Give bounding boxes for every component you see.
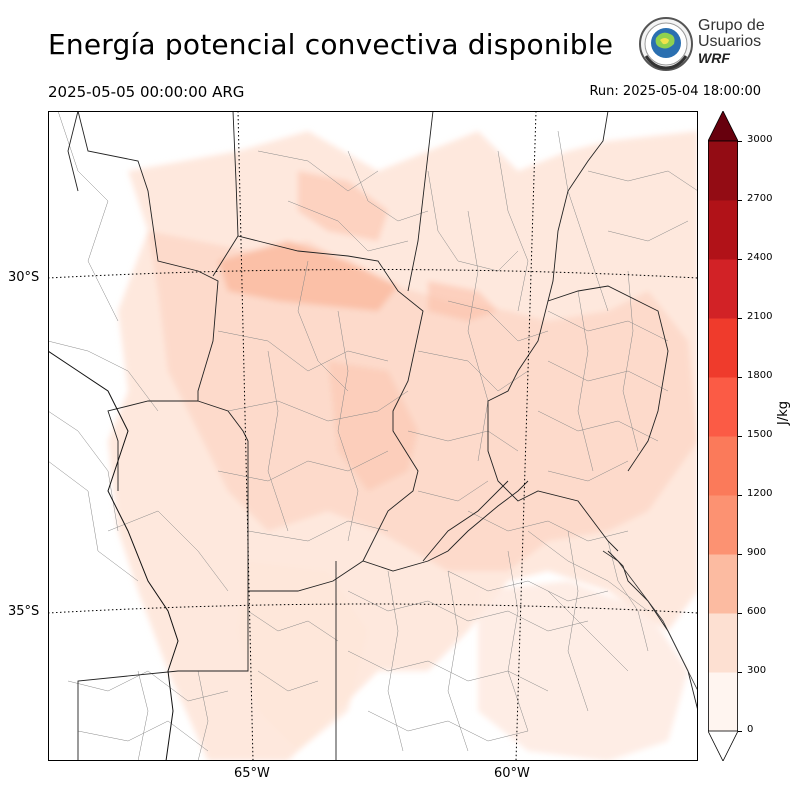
colorbar-tick-label: 1500 [747,429,773,440]
colorbar-extend-max [708,111,738,142]
rio-de-la-plata-coast [602,550,698,692]
colorbar [708,111,738,761]
colorbar-tick-mark [738,436,742,437]
colorbar-tick-mark [738,613,742,614]
colorbar-tick-label: 0 [747,724,754,735]
valid-time: 2025-05-05 00:00:00 ARG [48,83,245,101]
colorbar-tick-label: 900 [747,547,767,558]
logo-line-2: Usuarios [698,33,762,50]
colorbar-tick-label: 1200 [747,488,773,499]
colorbar-segment [708,141,738,201]
colorbar-segment [708,672,738,732]
colorbar-tick-label: 2700 [747,193,773,204]
colorbar-tick-mark [738,200,742,201]
logo-text: Grupo de Usuarios WRF [698,17,765,67]
colorbar-tick-mark [738,377,742,378]
lon-label-60w: 60°W [494,766,530,781]
colorbar-tick-label: 1800 [747,370,773,381]
colorbar-tick-mark [738,672,742,673]
department-boundaries [48,111,698,761]
lat-label-30s: 30°S [8,270,40,285]
lat-label-35s: 35°S [8,604,40,619]
colorbar-tick-mark [738,495,742,496]
colorbar-tick-label: 2100 [747,311,773,322]
colorbar-tick-mark [738,554,742,555]
colorbar-tick-label: 2400 [747,252,773,263]
wrf-logo: Grupo de Usuarios WRF [638,16,768,72]
logo-line-3: WRF [698,50,730,66]
colorbar-tick-mark [738,141,742,142]
colorbar-segment [708,259,738,319]
cape-shading [108,131,698,761]
colorbar-segment [708,318,738,378]
colorbar-unit-label: J/kg [776,401,791,425]
colorbar-tick-label: 3000 [747,134,773,145]
colorbar-segment [708,613,738,673]
map-title: Energía potencial convectiva disponible [48,28,614,61]
lon-label-65w: 65°W [234,766,270,781]
graticule [48,111,698,761]
colorbar-segment [708,554,738,614]
colorbar-extend-min [708,730,738,761]
colorbar-segment [708,436,738,496]
globe-seal-icon [639,17,693,71]
colorbar-segment [708,495,738,555]
cape-map [48,111,698,761]
logo-line-1: Grupo de [698,17,765,34]
colorbar-segment [708,377,738,437]
colorbar-tick-mark [738,318,742,319]
colorbar-segment [708,200,738,260]
colorbar-tick-label: 300 [747,665,767,676]
colorbar-tick-label: 600 [747,606,767,617]
colorbar-tick-mark [738,731,742,732]
run-time: Run: 2025-05-04 18:00:00 [589,84,761,99]
province-boundaries [67,111,698,761]
colorbar-tick-mark [738,259,742,260]
country-border [48,350,179,761]
